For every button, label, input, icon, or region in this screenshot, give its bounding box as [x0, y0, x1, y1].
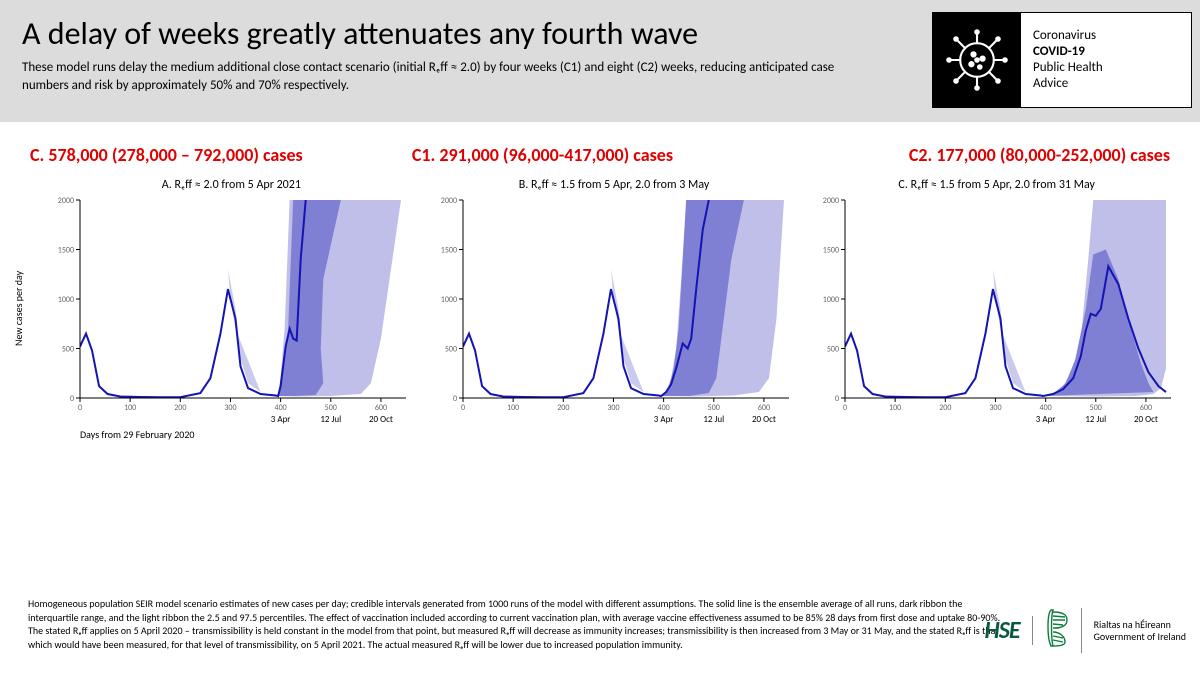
chart-panel-a: A. Rₑff ≈ 2.0 from 5 Apr 2021 0500100015… [40, 170, 423, 450]
brand-text: Coronavirus COVID-19 Public Health Advic… [1021, 18, 1115, 103]
svg-text:500: 500 [827, 345, 839, 355]
svg-text:600: 600 [375, 403, 387, 413]
svg-text:3 Apr: 3 Apr [271, 414, 291, 425]
svg-text:20 Oct: 20 Oct [1134, 414, 1158, 425]
svg-text:600: 600 [1140, 403, 1152, 413]
svg-text:3 Apr: 3 Apr [1036, 414, 1056, 425]
x-axis-label: Days from 29 February 2020 [40, 428, 423, 441]
svg-text:100: 100 [507, 403, 519, 413]
page-subtitle: These model runs delay the medium additi… [22, 59, 842, 94]
brand-line2: COVID-19 [1033, 44, 1103, 60]
svg-text:12 Jul: 12 Jul [703, 414, 724, 425]
svg-text:500: 500 [62, 345, 74, 355]
svg-text:400: 400 [657, 403, 669, 413]
scenario-c1-label: C1. 291,000 (96,000-417,000) cases [412, 144, 788, 166]
svg-text:200: 200 [557, 403, 569, 413]
svg-text:400: 400 [275, 403, 287, 413]
svg-text:1000: 1000 [58, 295, 74, 305]
chart-panel-c: C. Rₑff ≈ 1.5 from 5 Apr, 2.0 from 31 Ma… [805, 170, 1188, 450]
svg-text:20 Oct: 20 Oct [369, 414, 393, 425]
svg-text:500: 500 [707, 403, 719, 413]
panel-b-title: B. Rₑff ≈ 1.5 from 5 Apr, 2.0 from 3 May [423, 178, 806, 192]
svg-text:300: 300 [224, 403, 236, 413]
svg-text:0: 0 [453, 394, 457, 404]
svg-text:1000: 1000 [440, 295, 456, 305]
svg-text:12 Jul: 12 Jul [1086, 414, 1107, 425]
hse-logo: HSE [985, 616, 1033, 645]
brand-line1: Coronavirus [1033, 28, 1103, 44]
svg-text:0: 0 [461, 403, 465, 413]
panel-a-title: A. Rₑff ≈ 2.0 from 5 Apr 2021 [40, 178, 423, 192]
svg-text:0: 0 [843, 403, 847, 413]
footnote-text: Homogeneous population SEIR model scenar… [28, 597, 1008, 651]
svg-text:100: 100 [889, 403, 901, 413]
svg-text:1500: 1500 [58, 246, 74, 256]
svg-text:200: 200 [174, 403, 186, 413]
svg-text:1500: 1500 [823, 246, 839, 256]
brand-box: Coronavirus COVID-19 Public Health Advic… [932, 12, 1192, 108]
svg-text:2000: 2000 [440, 196, 456, 206]
y-axis-label: New cases per day [12, 271, 25, 346]
gov-irish: Rialtas na hÉireann [1094, 619, 1186, 631]
svg-text:2000: 2000 [58, 196, 74, 206]
svg-text:400: 400 [1040, 403, 1052, 413]
svg-text:600: 600 [758, 403, 770, 413]
gov-english: Government of Ireland [1094, 631, 1186, 643]
scenario-c2-label: C2. 177,000 (80,000-252,000) cases [794, 144, 1170, 166]
header-banner: A delay of weeks greatly attenuates any … [0, 0, 1200, 122]
svg-text:2000: 2000 [823, 196, 839, 206]
scenario-titles: C. 578,000 (278,000 – 792,000) cases C1.… [0, 122, 1200, 166]
chart-grid: New cases per day A. Rₑff ≈ 2.0 from 5 A… [0, 166, 1200, 450]
svg-text:300: 300 [990, 403, 1002, 413]
harp-icon [1045, 608, 1082, 653]
svg-text:100: 100 [124, 403, 136, 413]
brand-line3: Public Health [1033, 60, 1103, 76]
svg-text:0: 0 [835, 394, 839, 404]
svg-text:500: 500 [325, 403, 337, 413]
panel-c-title: C. Rₑff ≈ 1.5 from 5 Apr, 2.0 from 31 Ma… [805, 178, 1188, 192]
virus-icon [933, 12, 1021, 108]
footer-logos: HSE Rialtas na hÉireann Government of Ir… [985, 608, 1186, 653]
gov-text: Rialtas na hÉireann Government of Irelan… [1094, 619, 1186, 643]
svg-text:0: 0 [78, 403, 82, 413]
svg-text:3 Apr: 3 Apr [653, 414, 673, 425]
brand-line4: Advice [1033, 76, 1103, 92]
svg-text:1000: 1000 [823, 295, 839, 305]
svg-text:500: 500 [1090, 403, 1102, 413]
svg-text:1500: 1500 [440, 246, 456, 256]
svg-text:0: 0 [70, 394, 74, 404]
svg-text:300: 300 [607, 403, 619, 413]
chart-panel-b: B. Rₑff ≈ 1.5 from 5 Apr, 2.0 from 3 May… [423, 170, 806, 450]
svg-text:200: 200 [940, 403, 952, 413]
svg-text:12 Jul: 12 Jul [320, 414, 341, 425]
svg-text:20 Oct: 20 Oct [752, 414, 776, 425]
scenario-c-label: C. 578,000 (278,000 – 792,000) cases [30, 144, 406, 166]
svg-text:500: 500 [445, 345, 457, 355]
